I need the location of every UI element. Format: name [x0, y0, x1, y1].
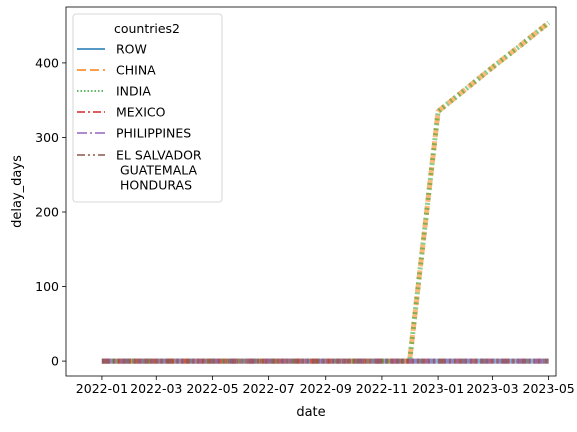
legend-label-3: MEXICO: [116, 105, 166, 120]
series-line-2: [101, 20, 551, 364]
legend: countries2 ROW CHINA INDIA MEXICO PHILIPPINES…: [72, 13, 223, 203]
legend-label-4: PHILIPPINES: [116, 126, 191, 141]
x-tick-label: 2023-01: [412, 381, 464, 396]
x-tick-label: 2023-05: [523, 381, 575, 396]
y-tick-label: 300: [35, 130, 59, 145]
plot-marks: [101, 20, 551, 364]
y-axis-ticks: 0 100 200 300 400: [35, 55, 66, 369]
axes-frame: [65, 6, 557, 377]
y-tick-label: 200: [35, 205, 59, 220]
x-axis-label: date: [296, 405, 325, 420]
x-tick-label: 2022-01: [76, 381, 128, 396]
legend-label-1: CHINA: [116, 63, 156, 78]
x-tick-label: 2022-03: [130, 381, 182, 396]
x-axis-ticks: 2022-01 2022-03 2022-05 2022-07 2022-09 2022-…: [76, 376, 575, 396]
legend-title: countries2: [114, 21, 180, 36]
x-tick-label: 2022-11: [356, 381, 408, 396]
y-tick-label: 0: [51, 354, 59, 369]
y-tick-label: 100: [35, 279, 59, 294]
legend-label-5: EL SALVADOR GUATEMALA HONDURAS: [116, 148, 202, 193]
y-axis-label: delay_days: [10, 155, 25, 228]
x-tick-label: 2022-07: [243, 381, 295, 396]
x-tick-label: 2023-03: [466, 381, 518, 396]
x-tick-label: 2022-09: [300, 381, 352, 396]
axes-border: [65, 6, 557, 377]
y-tick-label: 400: [35, 55, 59, 70]
legend-box: [72, 13, 223, 203]
x-tick-label: 2022-05: [186, 381, 238, 396]
legend-label-0: ROW: [116, 42, 147, 57]
legend-label-2: INDIA: [116, 84, 151, 99]
